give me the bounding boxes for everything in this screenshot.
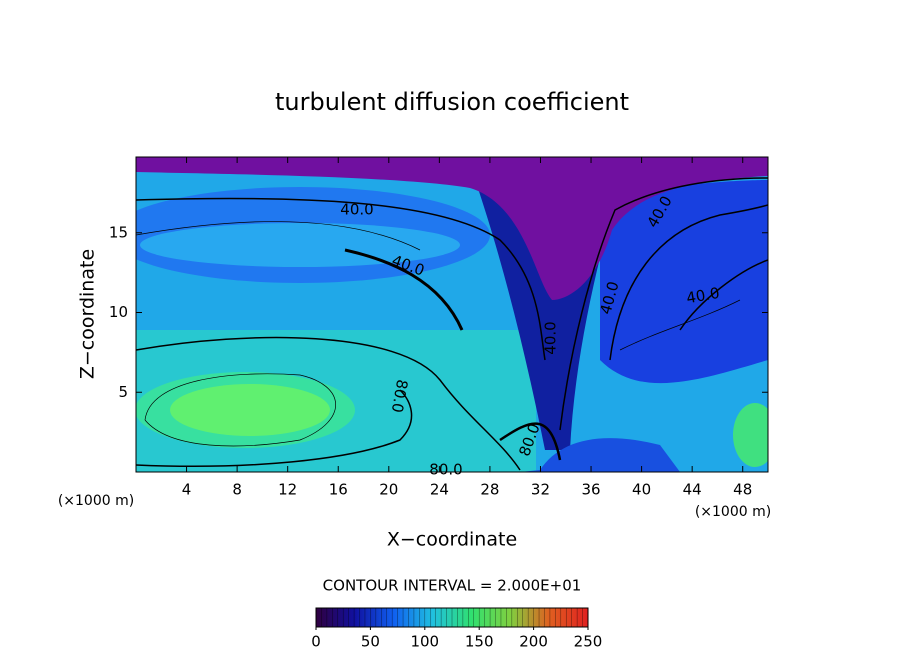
y-tick-label: 5 [118, 383, 128, 401]
x-tick-label: 32 [531, 481, 550, 499]
contour-label: 40.0 [340, 201, 373, 219]
x-axis-title: X−coordinate [387, 529, 517, 551]
x-tick-label: 4 [182, 481, 192, 499]
x-tick-label: 16 [329, 481, 348, 499]
chart-title: turbulent diffusion coefficient [275, 88, 629, 116]
x-tick-label: 8 [232, 481, 242, 499]
x-tick-label: 36 [581, 481, 600, 499]
unit-label: (×1000 m) [58, 493, 134, 509]
contour-label: 40.0 [542, 321, 560, 354]
colorbar-tick-label: 250 [574, 633, 603, 651]
y-tick-label: 10 [109, 303, 128, 321]
unit-label: (×1000 m) [695, 504, 771, 520]
colorbar-tick-label: 50 [361, 633, 380, 651]
contour-label: 80.0 [429, 461, 462, 479]
x-tick-label: 44 [683, 481, 702, 499]
y-tick-label: 15 [109, 223, 128, 241]
x-tick-label: 20 [379, 481, 398, 499]
colorbar-tick-label: 150 [465, 633, 494, 651]
colorbar-tick-label: 0 [311, 633, 321, 651]
x-tick-label: 28 [480, 481, 499, 499]
x-tick-label: 48 [733, 481, 752, 499]
contour-label: 40.0 [685, 284, 721, 308]
contour-interval: CONTOUR INTERVAL = 2.000E+01 [323, 577, 582, 595]
plot-frame [135, 156, 769, 473]
x-tick-label: 24 [430, 481, 449, 499]
field [136, 157, 768, 472]
x-tick-label: 12 [278, 481, 297, 499]
contour-label: 80.0 [388, 378, 412, 414]
colorbar-frame [315, 607, 589, 628]
colorbar-tick-label: 100 [410, 633, 439, 651]
x-tick-label: 40 [632, 481, 651, 499]
colorbar-tick-label: 200 [519, 633, 548, 651]
y-axis-title: Z−coordinate [77, 249, 99, 379]
